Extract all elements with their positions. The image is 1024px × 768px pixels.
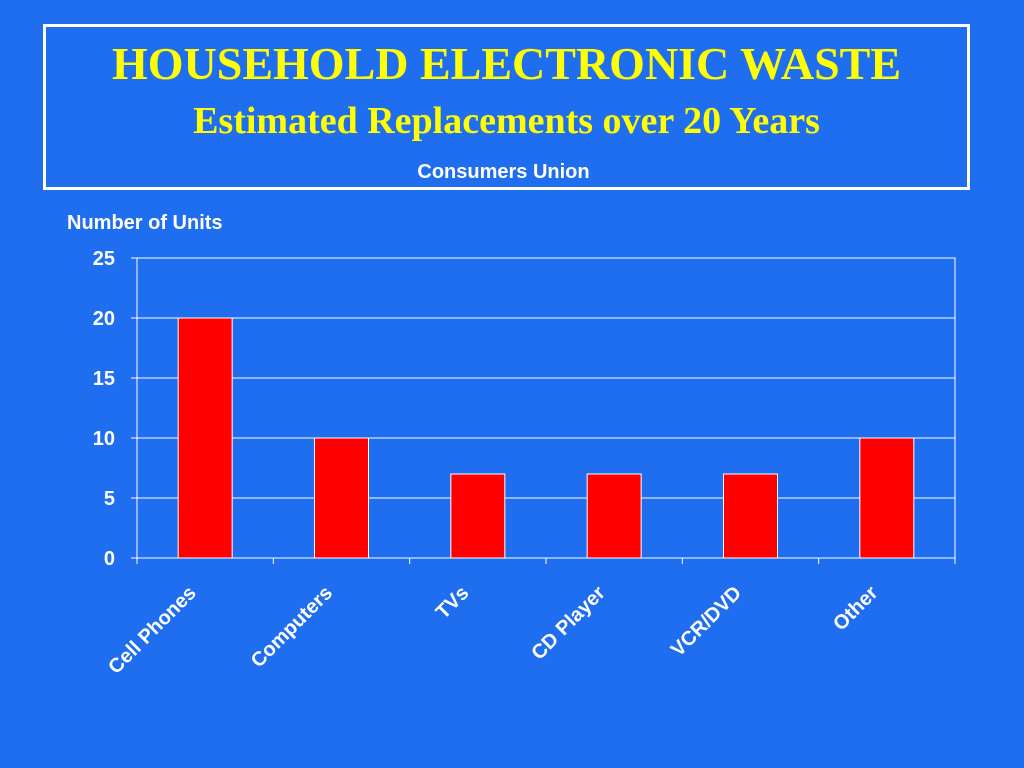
x-tick-label: CD Player [527, 582, 610, 665]
bar-tvs [450, 473, 506, 559]
y-tick-label: 25 [93, 248, 115, 270]
bar-other [859, 437, 915, 559]
y-tick-label: 15 [93, 368, 115, 390]
bar-cell-phones [177, 317, 233, 559]
bar-cd-player [586, 473, 642, 559]
plot-area [136, 257, 956, 559]
bar-vcr-dvd [723, 473, 778, 559]
y-tick-label: 5 [104, 488, 115, 510]
y-tick-label: 20 [93, 308, 115, 330]
x-tick-label: VCR/DVD [667, 582, 746, 661]
x-tick-label: Computers [247, 582, 337, 672]
title-box: HOUSEHOLD ELECTRONIC WASTE Estimated Rep… [43, 24, 970, 190]
y-axis-label: Number of Units [67, 212, 223, 234]
y-tick-label: 0 [104, 548, 115, 570]
chart-subtitle: Estimated Replacements over 20 Years [193, 100, 820, 142]
source-label: Consumers Union [417, 161, 590, 183]
x-tick-label: TVs [432, 582, 473, 623]
bar-computers [314, 437, 369, 559]
y-tick-label: 10 [93, 428, 115, 450]
x-tick-label: Other [829, 582, 882, 635]
chart-title: HOUSEHOLD ELECTRONIC WASTE [111, 38, 902, 89]
x-tick-label: Cell Phones [104, 582, 201, 679]
